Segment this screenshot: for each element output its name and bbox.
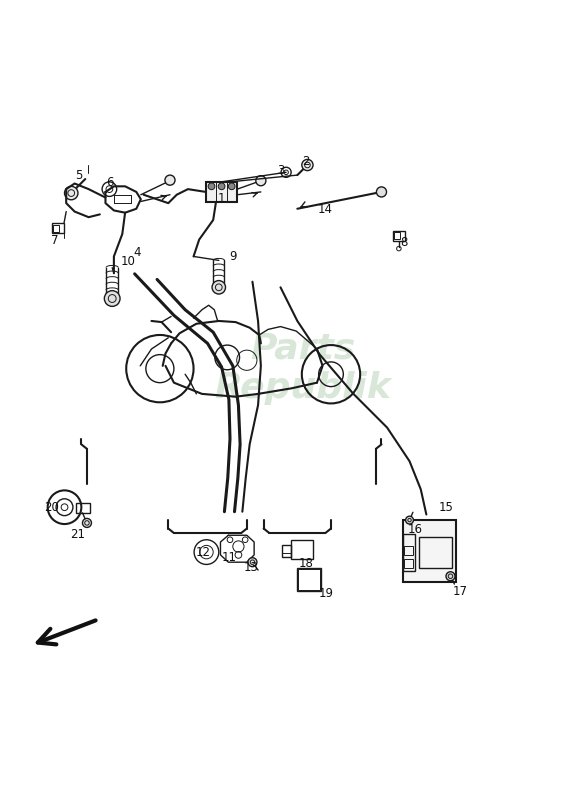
Text: 4: 4: [134, 246, 141, 259]
Circle shape: [228, 183, 235, 189]
Text: 5: 5: [75, 169, 82, 181]
Text: 17: 17: [453, 585, 467, 598]
Circle shape: [218, 183, 225, 189]
Bar: [297, 568, 321, 591]
Bar: [206, 182, 237, 202]
Text: 7: 7: [51, 233, 59, 247]
Text: 13: 13: [244, 562, 259, 574]
Circle shape: [208, 183, 215, 189]
Text: 16: 16: [408, 523, 422, 536]
Text: 12: 12: [196, 546, 210, 559]
Circle shape: [104, 291, 120, 306]
Bar: [298, 569, 320, 590]
Text: 3: 3: [277, 164, 284, 177]
Bar: [291, 540, 313, 559]
Text: 6: 6: [105, 177, 113, 189]
Circle shape: [165, 175, 175, 185]
Text: Parts
Republik: Parts Republik: [214, 332, 392, 405]
Bar: [404, 559, 413, 568]
Bar: [53, 225, 59, 232]
Bar: [393, 231, 405, 240]
Circle shape: [302, 159, 313, 171]
Circle shape: [82, 519, 91, 527]
Text: 21: 21: [70, 527, 85, 541]
Text: 15: 15: [439, 501, 454, 514]
Bar: [403, 520, 456, 582]
Text: 10: 10: [121, 255, 135, 268]
Text: 8: 8: [400, 236, 408, 249]
Text: 19: 19: [319, 586, 334, 599]
Circle shape: [376, 187, 387, 197]
Bar: [76, 503, 90, 513]
Text: 14: 14: [318, 204, 333, 217]
Text: 11: 11: [222, 551, 236, 564]
Text: 2: 2: [302, 155, 310, 168]
Bar: [404, 547, 413, 555]
Bar: [282, 546, 291, 557]
Circle shape: [406, 516, 413, 524]
Bar: [52, 224, 64, 233]
Circle shape: [446, 572, 455, 581]
Text: 20: 20: [44, 501, 59, 514]
Circle shape: [65, 186, 78, 200]
Text: 9: 9: [229, 250, 237, 263]
Circle shape: [212, 280, 226, 294]
Text: 1: 1: [218, 193, 226, 205]
Bar: [403, 535, 415, 570]
Bar: [419, 537, 452, 568]
Circle shape: [256, 176, 266, 185]
Text: 18: 18: [298, 557, 313, 570]
Bar: [394, 233, 400, 239]
Circle shape: [248, 558, 257, 566]
